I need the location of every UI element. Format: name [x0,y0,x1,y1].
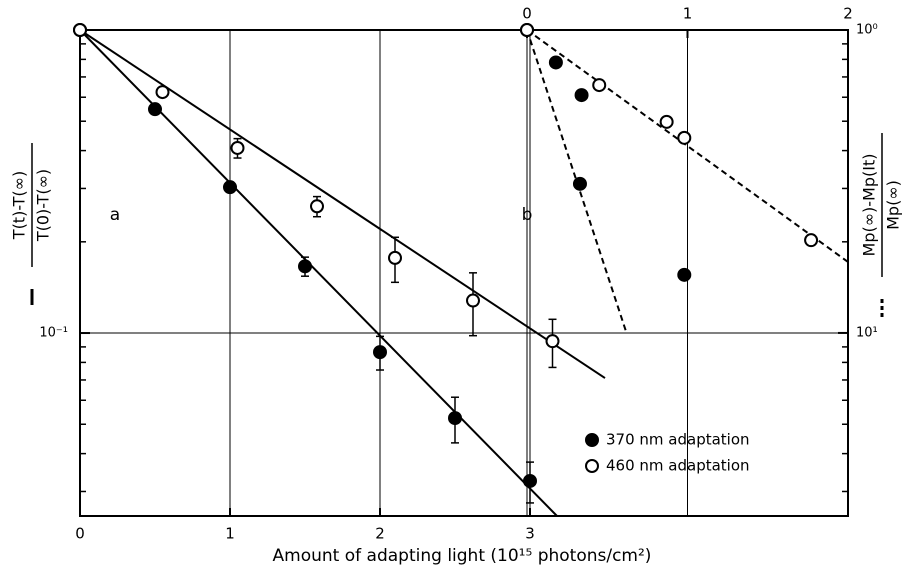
y2-label-numerator: Mp(∞)-Mp(It) [860,154,879,257]
y2-label-denominator: Mp(∞) [884,180,903,230]
y-tick-label: 10⁻¹ [39,326,68,341]
point [155,85,170,100]
point [574,88,589,103]
x2-tick-label: 1 [683,5,693,23]
point [298,259,312,274]
point [677,130,692,145]
panel-label: a [110,205,120,225]
point [466,293,480,308]
point [592,78,607,93]
point [230,140,245,155]
x-tick-label: 2 [375,525,385,543]
point [804,233,819,248]
point [548,55,563,70]
point [148,102,162,117]
y-label-denominator: T(0)-T(∞) [34,169,53,242]
y-axis-label: T(t)-T(∞) T(0)-T(∞) [10,143,53,305]
y2-tick-label: 10¹ [856,325,878,340]
point [545,334,560,349]
legend-marker [585,459,599,473]
x-tick-label: 3 [525,525,535,543]
point [223,180,237,195]
x-tick-label: 0 [75,525,85,543]
x2-tick-label: 2 [843,5,853,23]
legend-label: 460 nm adaptation [606,457,750,475]
fit-line [526,29,628,334]
y2-axis-label: Mp(∞)-Mp(It) Mp(∞) [860,133,903,317]
point [388,250,402,265]
y-label-numerator: T(t)-T(∞) [10,171,29,240]
fit-line [79,29,558,517]
point [373,345,387,360]
point [73,23,87,37]
point [310,199,324,214]
fit-line [526,29,849,263]
point [448,411,462,426]
point [677,267,692,282]
x-axis-label: Amount of adapting light (10¹⁵ photons/c… [273,546,652,566]
x2-tick-label: 0 [522,5,532,23]
point [572,176,587,191]
point [523,473,537,488]
point [659,114,674,129]
legend-marker [585,433,599,447]
x-tick-label: 1 [225,525,235,543]
point [520,23,534,37]
y2-tick-label: 10⁰ [856,23,878,38]
legend-label: 370 nm adaptation [606,431,750,449]
